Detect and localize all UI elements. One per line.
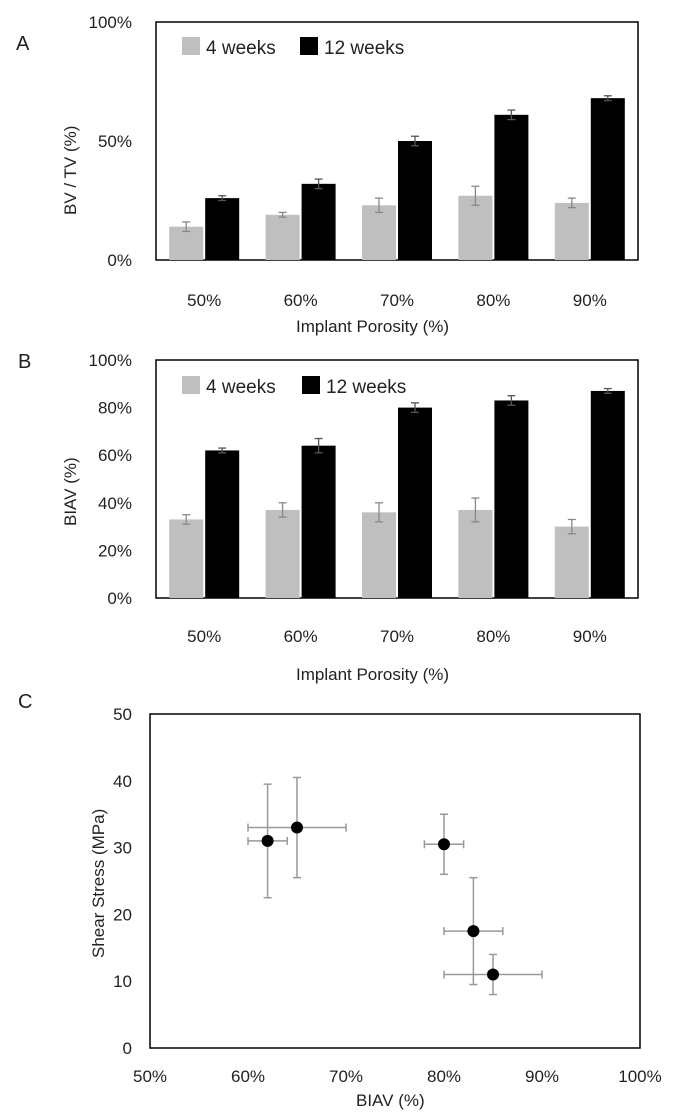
scatter-point-4 xyxy=(467,925,480,938)
legend-label-12-weeks: 12 weeks xyxy=(326,377,406,398)
panel-a-legend: 4 weeks 12 weeks xyxy=(182,37,404,59)
y-tick-label: 60% xyxy=(98,446,132,465)
bar-12-weeks-50pct xyxy=(205,198,240,260)
panel-a: A 0% 50% 100% 50% 60% 70% 80% 90% 4 weeks 12 w… xyxy=(16,13,639,336)
scatter-point-2 xyxy=(291,821,303,834)
y-tick-label: 30 xyxy=(113,839,132,858)
panel-b: B 0% 20% 40% 60% 80% 100% 50% 60% 70% 80% 90% 4 w… xyxy=(18,351,639,684)
panel-a-y-ticks: 0% 50% 100% xyxy=(89,13,132,270)
panel-a-x-axis-title: Implant Porosity (%) xyxy=(296,317,449,336)
panel-b-y-ticks: 0% 20% 40% 60% 80% 100% xyxy=(89,351,132,608)
y-tick-label: 50% xyxy=(98,132,132,151)
bar-4-weeks-50pct xyxy=(169,226,204,260)
panel-a-bars xyxy=(169,98,625,260)
legend-swatch-12-weeks xyxy=(300,37,318,55)
x-tick-label: 70% xyxy=(380,627,414,646)
y-tick-label: 0% xyxy=(107,589,132,608)
panel-c-points xyxy=(261,821,499,981)
y-tick-label: 80% xyxy=(98,399,132,418)
legend-swatch-4-weeks xyxy=(182,376,200,394)
legend-swatch-4-weeks xyxy=(182,37,200,55)
panel-b-plot-frame xyxy=(155,359,639,599)
bar-12-weeks-70pct xyxy=(398,141,432,260)
x-tick-label: 90% xyxy=(525,1067,559,1086)
bar-4-weeks-70pct xyxy=(362,205,396,260)
bar-4-weeks-60pct xyxy=(265,509,300,598)
bar-4-weeks-60pct xyxy=(265,214,300,260)
panel-b-x-ticks: 50% 60% 70% 80% 90% xyxy=(187,627,607,646)
legend-label-12-weeks: 12 weeks xyxy=(324,38,404,59)
x-tick-label: 60% xyxy=(284,627,318,646)
x-tick-label: 50% xyxy=(187,291,221,310)
panel-a-y-axis-title: BV / TV (%) xyxy=(61,126,80,215)
x-tick-label: 80% xyxy=(476,291,510,310)
bar-12-weeks-90pct xyxy=(590,98,625,260)
x-tick-label: 50% xyxy=(133,1067,167,1086)
y-tick-label: 20% xyxy=(98,541,132,560)
panel-c-x-axis-title: BIAV (%) xyxy=(356,1091,425,1110)
panel-b-error-bars xyxy=(182,387,612,535)
bar-4-weeks-80pct xyxy=(458,195,493,260)
legend-label-4-weeks: 4 weeks xyxy=(206,38,276,59)
bar-12-weeks-70pct xyxy=(398,407,432,598)
x-tick-label: 70% xyxy=(380,291,414,310)
bar-4-weeks-50pct xyxy=(169,519,204,598)
y-tick-label: 0 xyxy=(123,1039,132,1058)
y-tick-label: 10 xyxy=(113,972,132,991)
panel-c: C 0 10 20 30 40 50 50% 60% 70% 80% 90% 100% BIAV (… xyxy=(18,691,662,1110)
panel-b-y-axis-title: BIAV (%) xyxy=(61,457,80,526)
y-tick-label: 100% xyxy=(89,13,132,32)
panel-c-plot-frame xyxy=(149,713,641,1049)
x-tick-label: 100% xyxy=(618,1067,661,1086)
panel-a-x-ticks: 50% 60% 70% 80% 90% xyxy=(187,291,607,310)
bar-4-weeks-90pct xyxy=(554,526,589,598)
bar-12-weeks-60pct xyxy=(301,183,336,260)
panel-b-x-axis-title: Implant Porosity (%) xyxy=(296,665,449,684)
x-tick-label: 80% xyxy=(427,1067,461,1086)
bar-12-weeks-90pct xyxy=(590,390,625,598)
panel-b-letter: B xyxy=(18,351,31,373)
bar-12-weeks-50pct xyxy=(205,450,240,598)
bar-4-weeks-70pct xyxy=(362,512,396,598)
bar-12-weeks-80pct xyxy=(494,114,529,260)
panel-b-legend: 4 weeks 12 weeks xyxy=(182,376,406,398)
x-tick-label: 70% xyxy=(329,1067,363,1086)
y-tick-label: 100% xyxy=(89,351,132,370)
x-tick-label: 60% xyxy=(284,291,318,310)
x-tick-label: 80% xyxy=(476,627,510,646)
x-tick-label: 90% xyxy=(573,627,607,646)
y-tick-label: 20 xyxy=(113,905,132,924)
scatter-point-3 xyxy=(438,838,450,851)
legend-label-4-weeks: 4 weeks xyxy=(206,377,276,398)
panel-c-y-ticks: 0 10 20 30 40 50 xyxy=(113,705,132,1058)
panel-c-y-axis-title: Shear Stress (MPa) xyxy=(89,809,108,958)
bar-4-weeks-90pct xyxy=(554,202,589,260)
panel-a-error-bars xyxy=(182,95,612,233)
x-tick-label: 60% xyxy=(231,1067,265,1086)
x-tick-label: 50% xyxy=(187,627,221,646)
y-tick-label: 40 xyxy=(113,772,132,791)
y-tick-label: 0% xyxy=(107,251,132,270)
y-tick-label: 40% xyxy=(98,494,132,513)
panel-b-bars xyxy=(169,390,625,598)
panel-c-error-bars xyxy=(247,776,543,996)
panel-a-plot-frame xyxy=(155,21,639,261)
panel-c-x-ticks: 50% 60% 70% 80% 90% 100% xyxy=(133,1067,662,1086)
panel-c-letter: C xyxy=(18,691,32,713)
bar-4-weeks-80pct xyxy=(458,509,493,598)
scatter-point-5 xyxy=(487,968,499,981)
legend-swatch-12-weeks xyxy=(302,376,320,394)
bar-12-weeks-80pct xyxy=(494,400,529,598)
panel-a-letter: A xyxy=(16,33,30,55)
bar-12-weeks-60pct xyxy=(301,445,336,598)
scatter-point-1 xyxy=(261,834,274,847)
y-tick-label: 50 xyxy=(113,705,132,724)
x-tick-label: 90% xyxy=(573,291,607,310)
